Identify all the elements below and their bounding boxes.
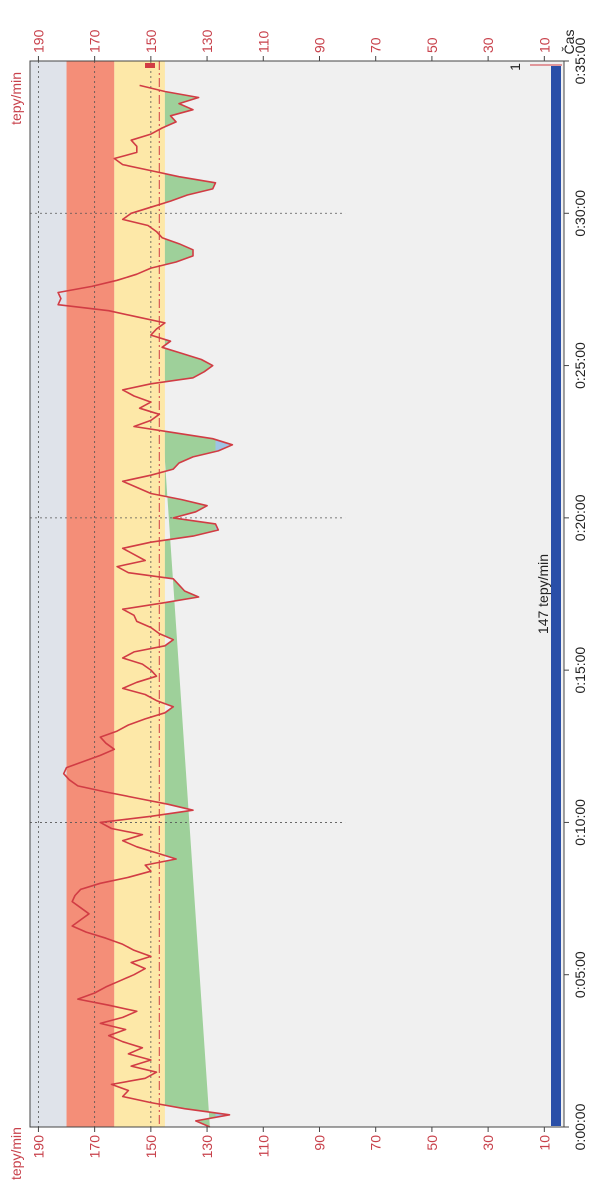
hr-tick-label-bottom-4: 110 (255, 1135, 271, 1158)
hr-tick-label-top-7: 50 (424, 37, 440, 53)
hr-tick-label-bottom-0: 190 (30, 1135, 46, 1159)
time-tick-label-2: 0:10:00 (572, 799, 588, 846)
hr-tick-label-top-5: 90 (311, 37, 327, 53)
hr-tick-label-top-2: 150 (143, 29, 159, 53)
zone-bands (30, 61, 165, 1127)
hr-tick-label-bottom-7: 50 (424, 1135, 440, 1151)
time-axis-title: Čas (561, 30, 577, 55)
hr-tick-label-bottom-2: 150 (143, 1135, 159, 1159)
hr-tick-label-top-4: 110 (255, 30, 271, 53)
hr-tick-label-top-3: 130 (199, 29, 215, 53)
zone-band-0 (30, 61, 67, 1127)
zone-band-1 (66, 61, 115, 1127)
zone-band-2 (114, 61, 165, 1127)
time-tick-label-4: 0:20:00 (572, 494, 588, 541)
lap-start-marker (145, 63, 155, 68)
lap-number-label: 1 (507, 63, 523, 71)
time-tick-label-1: 0:05:00 (572, 951, 588, 998)
plot-frame (29, 60, 565, 1128)
hr-tick-label-bottom-3: 130 (199, 1135, 215, 1159)
average-hr-label: 147 tepy/min (535, 554, 551, 634)
time-tick-label-3: 0:15:00 (572, 647, 588, 694)
hr-tick-label-bottom-9: 10 (536, 1135, 552, 1151)
hr-axis-title-bottom: tepy/min (8, 1127, 24, 1180)
hr-series-line (57, 84, 234, 1128)
hr-tick-label-bottom-8: 30 (480, 1135, 496, 1151)
axis-labels: tepy/min tepy/min Čas 147 tepy/min (8, 30, 577, 1180)
hr-tick-label-top-1: 170 (87, 29, 103, 53)
time-tick-label-7: 0:35:00 (572, 37, 588, 84)
hr-axis-title-top: tepy/min (8, 72, 24, 125)
hr-tick-label-bottom-6: 70 (368, 1135, 384, 1151)
hr-tick-label-top-6: 70 (368, 37, 384, 53)
hr-tick-label-top-8: 30 (480, 37, 496, 53)
hr-tick-label-bottom-5: 90 (311, 1135, 327, 1151)
hr-tick-label-bottom-1: 170 (87, 1135, 103, 1159)
time-tick-label-6: 0:30:00 (572, 190, 588, 237)
hr-tick-label-top-9: 10 (536, 37, 552, 53)
time-tick-label-0: 0:00:00 (572, 1103, 588, 1150)
hr-tick-label-top-0: 190 (30, 29, 46, 53)
lap-bar (551, 66, 561, 1126)
hr-line-group (57, 84, 234, 1128)
time-tick-label-5: 0:25:00 (572, 342, 588, 389)
axes: 1 190 190 170 170 150 150 130 130 110 110 90 90 70 70 5… (29, 29, 588, 1159)
